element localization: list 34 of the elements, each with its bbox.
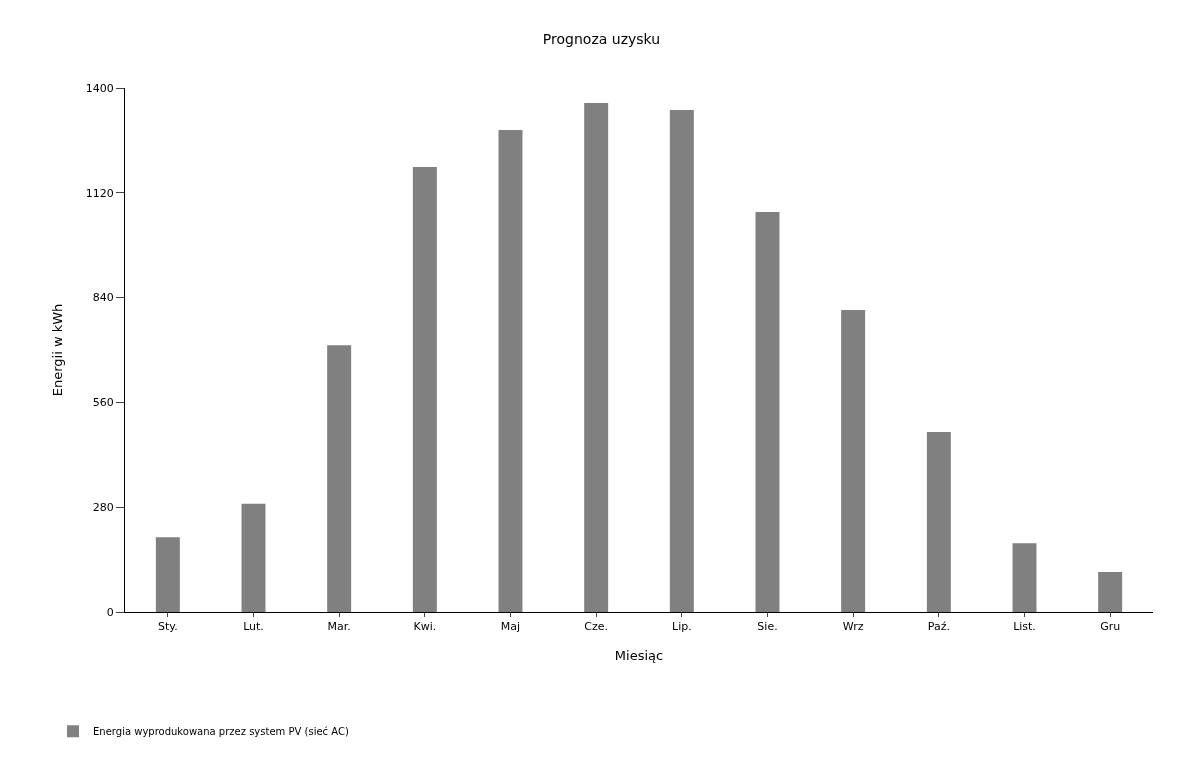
bar [755,211,780,612]
bar [241,503,266,612]
x-tick-label: Lut. [243,620,264,634]
legend-label: Energia wyprodukowana przez system PV (sieć AC) [93,726,349,738]
bar [498,129,523,612]
x-tick-label: Lip. [671,620,692,634]
y-tick-label: 0 [106,605,114,619]
bar [155,537,180,612]
y-tick-label: 840 [92,291,114,305]
y-tick-label: 280 [92,501,114,515]
bar [584,102,609,612]
x-axis-title: Miesiąc [614,647,664,663]
x-tick-label: Sty. [157,620,178,634]
y-axis-title: Energii w kWh [49,303,65,397]
bar [1012,543,1037,612]
y-tick-label: 560 [92,396,114,410]
x-tick-label: List. [1013,620,1036,634]
x-tick-label: Wrz [842,620,864,634]
bar [327,345,352,612]
x-tick-label: Kwi. [413,620,437,634]
bar [1098,571,1123,612]
chart-title: Prognoza uzysku [542,31,661,47]
x-tick-label: Maj [500,620,521,634]
bar [669,110,694,612]
y-tick-label: 1120 [85,186,114,200]
bar [841,309,866,612]
x-tick-label: Cze. [584,620,609,634]
bar [926,431,951,612]
x-tick-label: Paź. [927,620,950,634]
x-tick-label: Sie. [757,620,778,634]
x-tick-label: Gru [1100,620,1121,634]
x-tick-label: Mar. [327,620,351,634]
y-tick-label: 1400 [85,81,114,95]
bar [412,166,437,612]
